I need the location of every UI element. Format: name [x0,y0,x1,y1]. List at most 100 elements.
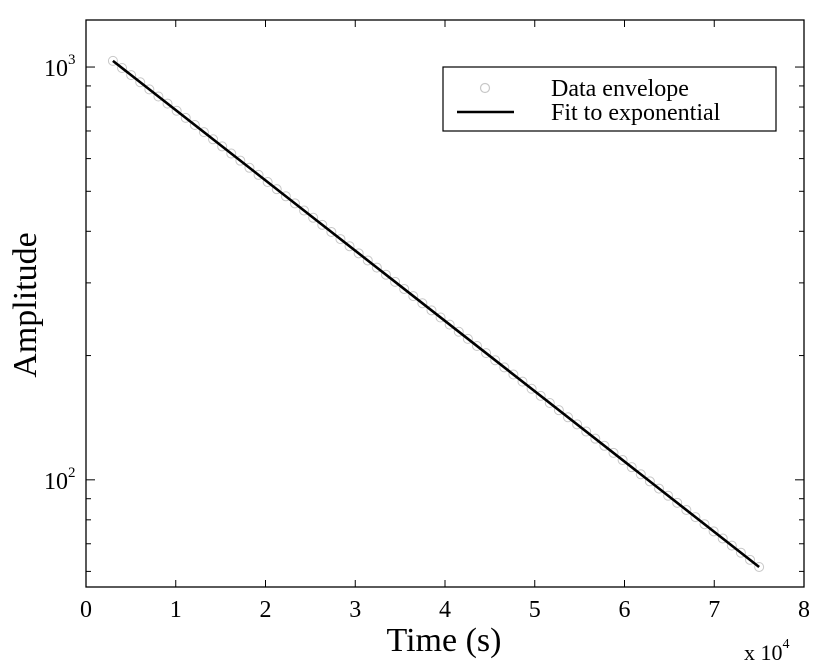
data-envelope-point [144,84,155,95]
x-multiplier-prefix: x 10 [744,640,783,665]
data-envelope-point [462,333,473,344]
data-envelope-point [153,91,164,102]
data-envelope-point [490,355,501,366]
x-tick-label: 3 [349,597,361,623]
y-tick-base: 10 [44,56,68,82]
data-envelope-point [162,98,173,109]
data-envelope-point [299,205,310,216]
data-envelope-point [481,348,492,359]
data-envelope-point [417,298,428,309]
data-layer [107,55,765,572]
data-envelope-point [435,312,446,323]
data-envelope-point [535,390,546,401]
data-envelope-point [390,276,401,287]
data-envelope-point [408,291,419,302]
y-tick-label: 103 [44,52,76,82]
data-envelope-point [726,540,737,551]
data-envelope-point [681,504,692,515]
data-envelope-point [644,476,655,487]
x-tick-label: 6 [619,597,631,623]
data-envelope-point [508,369,519,380]
data-envelope-point [553,405,564,416]
data-envelope-point [371,262,382,273]
data-envelope-point [344,241,355,252]
y-tick-exponent: 2 [68,465,76,481]
data-envelope-point [626,462,637,473]
x-tick-label: 5 [529,597,541,623]
x-tick-label: 1 [170,597,182,623]
data-envelope-point [399,283,410,294]
data-envelope-point [499,362,510,373]
data-envelope-point [135,77,146,88]
plot-frame [85,19,805,588]
x-tick-label: 0 [80,597,92,623]
x-tick-label: 8 [798,597,810,623]
data-envelope-point [380,269,391,280]
x-tick-label: 2 [260,597,272,623]
legend: Data envelope Fit to exponential [442,66,777,132]
data-envelope-point [654,483,665,494]
x-tick-label: 7 [708,597,720,623]
data-envelope-point [271,184,282,195]
y-tick-base: 10 [44,469,68,495]
fit-line [112,59,760,568]
data-envelope-point [590,433,601,444]
data-envelope-point [335,234,346,245]
data-envelope-point [717,533,728,544]
data-envelope-point [599,440,610,451]
data-envelope-point [244,162,255,173]
data-envelope-point [526,383,537,394]
data-envelope-point [289,198,300,209]
data-envelope-point [362,255,373,266]
x-tick-label: 4 [439,597,451,623]
data-envelope-point [308,212,319,223]
y-tick-exponent: 3 [68,52,76,68]
y-tick-label: 102 [44,465,76,495]
x-multiplier-exponent: 4 [783,637,790,652]
data-envelope-point [635,469,646,480]
data-envelope-point [672,497,683,508]
data-envelope-point [126,70,137,81]
data-envelope-point [180,112,191,123]
data-envelope-point [745,554,756,565]
data-envelope-point [663,490,674,501]
data-envelope-point [235,155,246,166]
data-envelope-point [107,55,118,66]
legend-label-fit: Fit to exponential [551,100,721,126]
data-envelope-point [699,519,710,530]
data-envelope-point [253,169,264,180]
data-envelope-point [690,512,701,523]
y-axis-title: Amplitude [7,232,44,377]
data-envelope-point [353,248,364,259]
data-envelope-point [171,105,182,116]
legend-marker-data-envelope [479,82,491,94]
data-envelope-point [326,226,337,237]
legend-box [442,66,777,132]
data-envelope-point [735,547,746,558]
data-envelope-point [217,141,228,152]
data-envelope-point [198,127,209,138]
x-multiplier-label: x 104 [744,637,790,665]
data-envelope-point [208,134,219,145]
data-envelope-point [517,376,528,387]
data-envelope-point [117,62,128,73]
data-envelope-point [453,326,464,337]
data-envelope-point [708,526,719,537]
data-envelope-point [280,191,291,202]
data-envelope-point [544,398,555,409]
legend-label-data-envelope: Data envelope [551,76,689,102]
data-envelope-point [471,340,482,351]
data-envelope-point [754,561,765,572]
data-envelope-point [444,319,455,330]
data-envelope-point [262,177,273,188]
data-envelope-point [581,426,592,437]
data-envelope-point [608,447,619,458]
data-envelope-point [426,305,437,316]
data-envelope-point [317,219,328,230]
data-envelope-point [189,120,200,131]
data-envelope-point [562,412,573,423]
data-envelope-point [617,455,628,466]
data-envelope-point [226,148,237,159]
